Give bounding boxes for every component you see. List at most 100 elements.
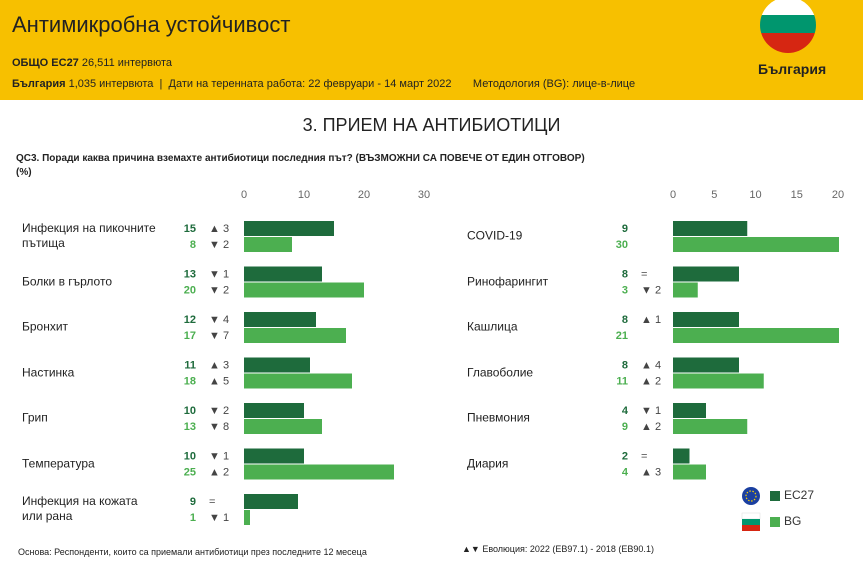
x-tick-label: 15 xyxy=(791,189,803,201)
section-title: 3. ПРИЕМ НА АНТИБИОТИЦИ xyxy=(302,115,561,135)
value-label: 21 xyxy=(616,330,628,342)
category-label: Пневмония xyxy=(467,410,530,425)
value-label: 18 xyxy=(184,375,196,387)
bar xyxy=(244,266,322,282)
change-label: ▼ 7 xyxy=(209,330,229,342)
category-label: Инфекция на пикочните пътища xyxy=(22,221,156,250)
legend-swatch xyxy=(770,491,780,501)
change-label: ▼ 1 xyxy=(209,450,229,462)
bar xyxy=(673,312,739,327)
country-name: България xyxy=(758,61,827,77)
x-tick-label: 5 xyxy=(711,189,717,201)
bar xyxy=(244,357,310,373)
category-label: Кашлица xyxy=(467,319,518,334)
bar xyxy=(244,373,352,389)
bg-white xyxy=(741,512,761,520)
change-label: ▼ 2 xyxy=(209,239,229,251)
methodology: Методология (BG): лице-в-лице xyxy=(472,78,636,90)
bar xyxy=(673,328,839,343)
change-label: ▲ 3 xyxy=(209,223,229,235)
value-label: 30 xyxy=(616,239,628,251)
question: QC3. Поради каква причина вземахте антиб… xyxy=(16,153,585,164)
value-label: 2 xyxy=(622,450,628,462)
x-tick-label: 10 xyxy=(749,189,761,201)
change-label: = xyxy=(641,450,647,462)
total-label: ОБЩО ЕС27 xyxy=(12,57,79,69)
value-label: 3 xyxy=(622,284,628,296)
category-label: Температура xyxy=(22,456,95,470)
evolution-note: ▲▼ Еволюция: 2022 (EB97.1) - 2018 (EB90.… xyxy=(462,544,654,554)
value-label: 20 xyxy=(184,284,196,296)
total-value: 26,511 интервюта xyxy=(81,57,173,69)
value-label: 4 xyxy=(622,466,629,478)
bar xyxy=(244,328,346,343)
bar xyxy=(673,464,706,480)
bg-red xyxy=(742,525,760,531)
change-label: ▼ 2 xyxy=(641,284,661,296)
bar xyxy=(673,403,706,418)
legend-label: EC27 xyxy=(784,488,814,502)
category-label: Диария xyxy=(467,456,509,470)
flag xyxy=(760,0,816,53)
country-label: България xyxy=(12,78,66,90)
value-label: 8 xyxy=(622,268,628,280)
change-label: ▼ 1 xyxy=(641,405,661,417)
category-label: COVID-19 xyxy=(467,228,523,243)
category-label: Инфекция на кожата или рана xyxy=(22,494,138,523)
value-label: 12 xyxy=(184,314,196,326)
legend-swatch xyxy=(770,517,780,527)
category-label: Грип xyxy=(22,410,48,425)
change-label: ▲ 4 xyxy=(641,359,661,371)
category-label: Настинка xyxy=(22,365,75,379)
bar xyxy=(244,237,292,252)
change-label: ▼ 4 xyxy=(209,314,229,326)
change-label: ▼ 1 xyxy=(209,268,229,280)
x-tick-label: 10 xyxy=(298,189,310,201)
value-label: 8 xyxy=(622,359,628,371)
fieldwork: Дати на теренната работа: 22 февруари - … xyxy=(168,78,452,90)
change-label: ▲ 1 xyxy=(641,314,661,326)
value-label: 10 xyxy=(184,450,196,462)
bar xyxy=(673,357,739,373)
bar xyxy=(244,312,316,327)
bar xyxy=(244,403,304,418)
unit: (%) xyxy=(16,167,32,178)
bar xyxy=(244,494,298,509)
category-label: Ринофарингит xyxy=(467,274,549,288)
legend-flag xyxy=(742,487,760,505)
x-tick-label: 0 xyxy=(670,189,676,201)
bar xyxy=(673,373,764,389)
value-label: 25 xyxy=(184,466,196,478)
value-label: 17 xyxy=(184,330,196,342)
bar xyxy=(673,419,748,434)
total: ОБЩО ЕС27 26,511 интервюта xyxy=(12,57,172,69)
bar xyxy=(673,221,748,236)
change-label: ▼ 8 xyxy=(209,421,229,433)
header-band xyxy=(0,0,863,100)
change-label: ▲ 2 xyxy=(641,375,661,387)
eu-flag xyxy=(742,487,760,505)
value-label: 13 xyxy=(184,421,196,433)
change-label: ▼ 2 xyxy=(209,284,229,296)
plot-area xyxy=(673,221,839,480)
change-label: ▲ 2 xyxy=(641,421,661,433)
country-value: 1,035 интервюта xyxy=(68,78,154,90)
x-tick-label: 30 xyxy=(418,189,430,201)
bar xyxy=(244,464,394,480)
value-label: 13 xyxy=(184,268,196,280)
plot-area xyxy=(244,221,394,525)
value-label: 10 xyxy=(184,405,196,417)
bar xyxy=(673,266,739,282)
value-label: 11 xyxy=(616,375,628,387)
change-label: ▲ 5 xyxy=(209,375,229,387)
x-tick-label: 20 xyxy=(358,189,370,201)
bar xyxy=(673,237,839,252)
legend-flag xyxy=(741,512,761,531)
change-label: = xyxy=(209,496,215,508)
title: Антимикробна устойчивост xyxy=(12,12,291,37)
bar xyxy=(244,282,364,298)
category-label: Главоболие xyxy=(467,365,534,379)
bar xyxy=(244,448,304,464)
